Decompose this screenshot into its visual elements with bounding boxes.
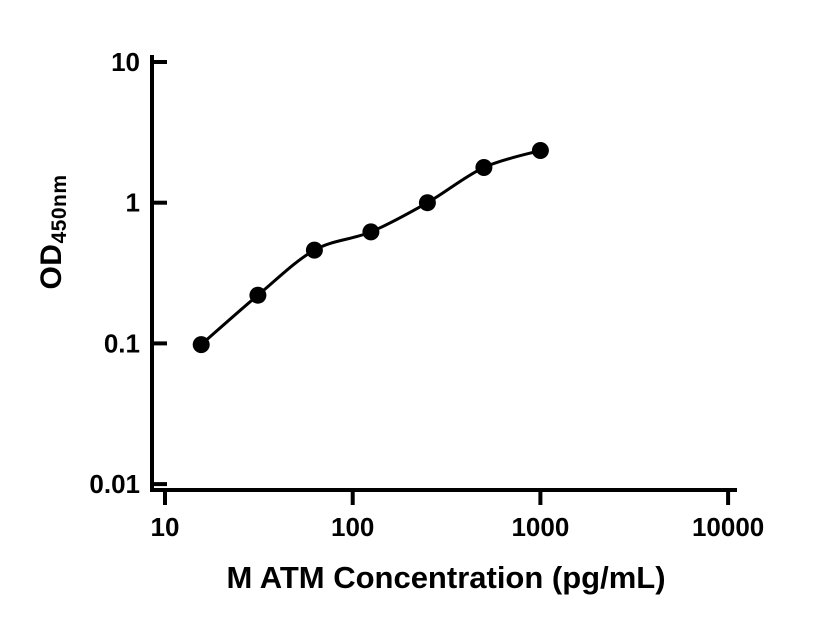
x-axis-tick-label: 10000 (692, 512, 764, 542)
y-axis-tick-label: 0.1 (104, 328, 140, 358)
y-axis-tick-label: 1 (126, 188, 140, 218)
data-point (249, 286, 267, 304)
data-point (362, 223, 380, 241)
x-axis-tick-label: 100 (331, 512, 374, 542)
data-point (305, 241, 323, 259)
x-axis-tick-label: 10 (151, 512, 180, 542)
standard-curve-line (200, 149, 541, 346)
y-axis-title-subscript: 450nm (47, 174, 71, 244)
y-axis-title: OD450nm (35, 174, 71, 290)
y-axis-tick-label: 0.01 (89, 469, 140, 499)
y-axis-title-main: OD (35, 243, 68, 290)
data-point (418, 194, 436, 212)
y-axis-tick-label: 10 (111, 47, 140, 77)
x-axis-title: M ATM Concentration (pg/mL) (226, 560, 666, 595)
data-point (531, 142, 549, 159)
x-axis-tick-label: 1000 (511, 512, 569, 542)
data-point (475, 159, 493, 176)
data-point (192, 336, 210, 354)
